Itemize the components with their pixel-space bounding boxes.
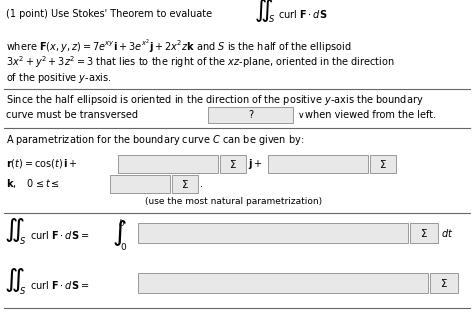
FancyBboxPatch shape xyxy=(172,175,198,193)
FancyBboxPatch shape xyxy=(138,223,408,243)
Text: $\Sigma$: $\Sigma$ xyxy=(379,158,387,170)
Text: $\iint$: $\iint$ xyxy=(4,266,25,294)
Text: (use the most natural parametrization): (use the most natural parametrization) xyxy=(145,198,322,206)
FancyBboxPatch shape xyxy=(268,155,368,173)
Text: $0$: $0$ xyxy=(120,241,127,252)
Text: $\mathbf{r}(t) = \cos(t)\,\mathbf{i}+$: $\mathbf{r}(t) = \cos(t)\,\mathbf{i}+$ xyxy=(6,157,78,171)
Text: Since the half ellipsoid is oriented in the direction of the positive $y$-axis t: Since the half ellipsoid is oriented in … xyxy=(6,93,423,107)
Text: $\mathbf{k},\quad 0 \leq t \leq$: $\mathbf{k},\quad 0 \leq t \leq$ xyxy=(6,178,60,191)
FancyBboxPatch shape xyxy=(410,223,438,243)
Text: $\vee$: $\vee$ xyxy=(297,110,304,120)
Text: $\Sigma$: $\Sigma$ xyxy=(181,178,189,190)
FancyBboxPatch shape xyxy=(118,155,218,173)
Text: $\Sigma$: $\Sigma$ xyxy=(440,277,448,289)
FancyBboxPatch shape xyxy=(138,273,428,293)
Text: $\Sigma$: $\Sigma$ xyxy=(420,227,428,239)
Text: $b$: $b$ xyxy=(118,216,125,227)
Text: $S$: $S$ xyxy=(19,285,26,296)
Text: where $\mathbf{F}(x, y, z) = 7e^{xy}\mathbf{i} + 3e^{x^2}\mathbf{j} + 2x^2z\math: where $\mathbf{F}(x, y, z) = 7e^{xy}\mat… xyxy=(6,38,351,55)
Text: $S$: $S$ xyxy=(268,12,275,23)
Text: curl $\mathbf{F} \cdot d\mathbf{S}$: curl $\mathbf{F} \cdot d\mathbf{S}$ xyxy=(278,8,328,20)
Text: $\iint$: $\iint$ xyxy=(4,216,25,244)
Text: $dt$: $dt$ xyxy=(441,227,453,239)
Text: ?: ? xyxy=(248,110,253,120)
Text: of the positive $y$-axis.: of the positive $y$-axis. xyxy=(6,71,112,85)
Text: $\mathbf{j}+$: $\mathbf{j}+$ xyxy=(248,157,263,171)
Text: $\Sigma$: $\Sigma$ xyxy=(229,158,237,170)
Text: curve must be transversed: curve must be transversed xyxy=(6,110,138,120)
Text: (1 point) Use Stokes' Theorem to evaluate: (1 point) Use Stokes' Theorem to evaluat… xyxy=(6,9,212,19)
Text: curl $\mathbf{F} \cdot d\mathbf{S} = $: curl $\mathbf{F} \cdot d\mathbf{S} = $ xyxy=(30,229,89,241)
Text: $S$: $S$ xyxy=(19,236,26,247)
FancyBboxPatch shape xyxy=(430,273,458,293)
Text: $3x^2 + y^2 + 3z^2 = 3$ that lies to the right of the $xz$-plane, oriented in th: $3x^2 + y^2 + 3z^2 = 3$ that lies to the… xyxy=(6,54,395,70)
Text: when viewed from the left.: when viewed from the left. xyxy=(305,110,436,120)
Text: $\iint$: $\iint$ xyxy=(254,0,273,23)
FancyBboxPatch shape xyxy=(370,155,396,173)
FancyBboxPatch shape xyxy=(110,175,170,193)
FancyBboxPatch shape xyxy=(208,107,293,123)
Text: A parametrization for the boundary curve $C$ can be given by:: A parametrization for the boundary curve… xyxy=(6,133,304,147)
FancyBboxPatch shape xyxy=(220,155,246,173)
Text: .: . xyxy=(200,179,203,189)
Text: curl $\mathbf{F} \cdot d\mathbf{S} = $: curl $\mathbf{F} \cdot d\mathbf{S} = $ xyxy=(30,279,89,291)
Text: $\int$: $\int$ xyxy=(112,218,127,248)
